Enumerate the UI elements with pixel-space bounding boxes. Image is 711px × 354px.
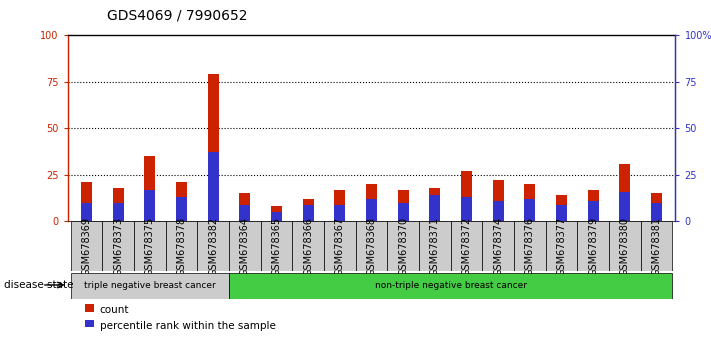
- Bar: [229, 221, 261, 271]
- Text: GSM678367: GSM678367: [335, 216, 345, 276]
- Bar: [229, 273, 673, 299]
- Bar: [609, 221, 641, 271]
- Text: disease state: disease state: [4, 280, 73, 290]
- Bar: [292, 221, 324, 271]
- Bar: [144, 156, 156, 221]
- Bar: [102, 221, 134, 271]
- Bar: [641, 221, 673, 271]
- Bar: [208, 74, 219, 221]
- Bar: [577, 221, 609, 271]
- Text: GDS4069 / 7990652: GDS4069 / 7990652: [107, 9, 247, 23]
- Bar: [271, 212, 282, 221]
- Bar: [451, 221, 482, 271]
- Bar: [387, 221, 419, 271]
- Bar: [619, 164, 631, 221]
- Text: GSM678371: GSM678371: [430, 216, 440, 276]
- Text: GSM678374: GSM678374: [493, 216, 503, 276]
- Text: GSM678379: GSM678379: [588, 216, 598, 276]
- Text: GSM678372: GSM678372: [461, 216, 471, 276]
- Bar: [397, 190, 409, 221]
- Bar: [356, 221, 387, 271]
- Bar: [70, 221, 102, 271]
- Text: GSM678369: GSM678369: [82, 217, 92, 275]
- Bar: [493, 201, 503, 221]
- Bar: [303, 205, 314, 221]
- Bar: [556, 195, 567, 221]
- Bar: [419, 221, 451, 271]
- Text: GSM678376: GSM678376: [525, 216, 535, 276]
- Bar: [324, 221, 356, 271]
- Bar: [176, 182, 187, 221]
- Bar: [112, 202, 124, 221]
- Text: GSM678382: GSM678382: [208, 216, 218, 276]
- Bar: [144, 190, 156, 221]
- Bar: [524, 184, 535, 221]
- Text: GSM678373: GSM678373: [113, 216, 123, 276]
- Bar: [493, 181, 503, 221]
- Bar: [81, 202, 92, 221]
- Bar: [81, 182, 92, 221]
- Bar: [429, 195, 440, 221]
- Bar: [524, 199, 535, 221]
- Bar: [587, 201, 599, 221]
- Bar: [461, 197, 472, 221]
- Bar: [366, 184, 377, 221]
- Bar: [429, 188, 440, 221]
- Bar: [240, 205, 250, 221]
- Bar: [166, 221, 198, 271]
- Bar: [545, 221, 577, 271]
- Bar: [334, 190, 346, 221]
- Bar: [514, 221, 545, 271]
- Text: GSM678366: GSM678366: [303, 217, 313, 275]
- Bar: [240, 193, 250, 221]
- Text: GSM678375: GSM678375: [145, 216, 155, 276]
- Text: GSM678370: GSM678370: [398, 216, 408, 276]
- Bar: [366, 199, 377, 221]
- Text: GSM678377: GSM678377: [557, 216, 567, 276]
- Bar: [397, 202, 409, 221]
- Text: GSM678364: GSM678364: [240, 217, 250, 275]
- Bar: [176, 197, 187, 221]
- Text: percentile rank within the sample: percentile rank within the sample: [100, 321, 275, 331]
- Bar: [303, 199, 314, 221]
- Text: count: count: [100, 305, 129, 315]
- Text: non-triple negative breast cancer: non-triple negative breast cancer: [375, 281, 527, 290]
- Bar: [208, 153, 219, 221]
- Text: GSM678378: GSM678378: [176, 216, 186, 276]
- Text: triple negative breast cancer: triple negative breast cancer: [84, 281, 215, 290]
- Bar: [651, 193, 662, 221]
- Bar: [261, 221, 292, 271]
- Text: GSM678380: GSM678380: [620, 217, 630, 275]
- Bar: [198, 221, 229, 271]
- Bar: [70, 273, 229, 299]
- Bar: [271, 206, 282, 221]
- Bar: [461, 171, 472, 221]
- Bar: [651, 202, 662, 221]
- Bar: [334, 205, 346, 221]
- Bar: [556, 205, 567, 221]
- Text: GSM678368: GSM678368: [366, 217, 377, 275]
- Bar: [587, 190, 599, 221]
- Text: GSM678365: GSM678365: [272, 216, 282, 276]
- Bar: [619, 192, 631, 221]
- Bar: [134, 221, 166, 271]
- Text: GSM678381: GSM678381: [651, 217, 661, 275]
- Bar: [112, 188, 124, 221]
- Bar: [482, 221, 514, 271]
